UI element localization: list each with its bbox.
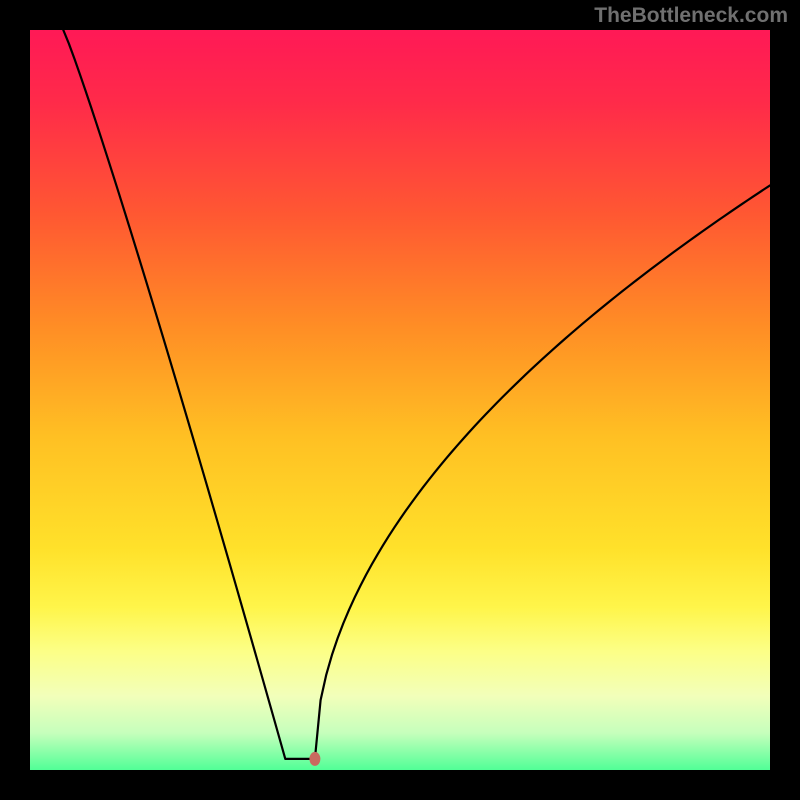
chart-plot-background [30,30,770,770]
chart-svg [0,0,800,800]
watermark-text: TheBottleneck.com [594,4,788,28]
optimal-point-marker [309,752,320,766]
chart-container: TheBottleneck.com [0,0,800,800]
